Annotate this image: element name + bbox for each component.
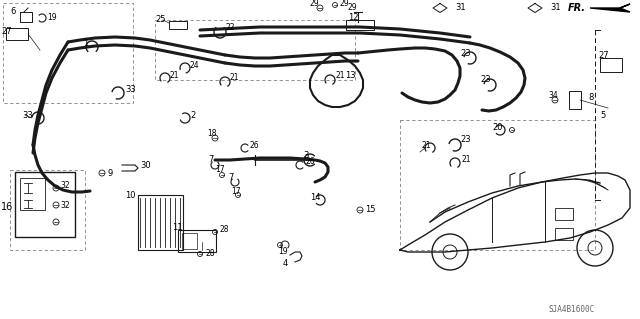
- Text: 7: 7: [208, 155, 213, 165]
- Text: 19: 19: [47, 13, 56, 23]
- Text: 21: 21: [335, 71, 344, 80]
- Text: 31: 31: [550, 4, 561, 12]
- Text: 14: 14: [310, 192, 321, 202]
- Text: 12: 12: [348, 13, 358, 23]
- Text: 29: 29: [340, 0, 349, 8]
- Text: 29: 29: [310, 0, 319, 9]
- Text: 17: 17: [215, 166, 225, 174]
- Bar: [555, 208, 573, 220]
- Text: 26: 26: [306, 158, 316, 167]
- Text: 32: 32: [60, 181, 70, 189]
- Text: 1: 1: [83, 39, 88, 48]
- Text: 16: 16: [1, 202, 13, 212]
- Text: 4: 4: [283, 258, 288, 268]
- Text: 13: 13: [345, 70, 356, 79]
- Text: 32: 32: [60, 201, 70, 210]
- Bar: [169, 21, 187, 29]
- Text: 19: 19: [278, 248, 287, 256]
- Text: 11: 11: [172, 222, 182, 232]
- Text: 23: 23: [460, 136, 470, 145]
- Bar: [10, 170, 85, 250]
- Text: 9: 9: [108, 168, 113, 177]
- Bar: [155, 20, 355, 80]
- Text: 25: 25: [155, 16, 166, 25]
- Text: 21: 21: [170, 70, 179, 79]
- Text: 26: 26: [250, 140, 260, 150]
- Bar: [178, 230, 216, 252]
- Bar: [182, 233, 197, 249]
- Text: 33: 33: [22, 110, 33, 120]
- Text: 6: 6: [10, 6, 15, 16]
- Text: 18: 18: [207, 129, 216, 137]
- Text: 21: 21: [461, 155, 470, 165]
- Text: 3: 3: [303, 151, 308, 160]
- Bar: [346, 20, 374, 30]
- Text: 29: 29: [348, 4, 358, 12]
- Bar: [20, 178, 45, 210]
- Polygon shape: [590, 4, 630, 12]
- Text: SJA4B1600C: SJA4B1600C: [549, 306, 595, 315]
- Bar: [400, 120, 595, 250]
- Text: 17: 17: [231, 188, 241, 197]
- Bar: [138, 195, 183, 250]
- Text: 33: 33: [125, 85, 136, 94]
- Text: 7: 7: [228, 174, 234, 182]
- Text: 20: 20: [492, 122, 502, 131]
- Bar: [3, 3, 133, 103]
- Bar: [600, 58, 622, 72]
- Text: 21: 21: [230, 73, 239, 83]
- Text: 27: 27: [598, 50, 609, 60]
- Text: 30: 30: [140, 160, 150, 169]
- Text: 15: 15: [365, 205, 376, 214]
- Text: 23: 23: [480, 76, 491, 85]
- Bar: [555, 228, 573, 240]
- Text: 34: 34: [548, 91, 557, 100]
- Text: 5: 5: [600, 110, 605, 120]
- Text: 22: 22: [225, 23, 234, 32]
- Bar: [6, 28, 28, 40]
- Text: 8: 8: [588, 93, 593, 101]
- Text: 27: 27: [1, 26, 12, 35]
- Text: 21: 21: [422, 140, 431, 150]
- Text: 2: 2: [190, 110, 195, 120]
- Text: 31: 31: [455, 4, 466, 12]
- Text: FR.: FR.: [568, 3, 586, 13]
- Text: 24: 24: [190, 61, 200, 70]
- Text: 10: 10: [125, 190, 136, 199]
- Bar: [15, 172, 75, 237]
- Bar: [569, 91, 581, 109]
- Text: 23: 23: [460, 48, 470, 57]
- Text: 28: 28: [220, 225, 230, 234]
- Text: 28: 28: [205, 249, 214, 258]
